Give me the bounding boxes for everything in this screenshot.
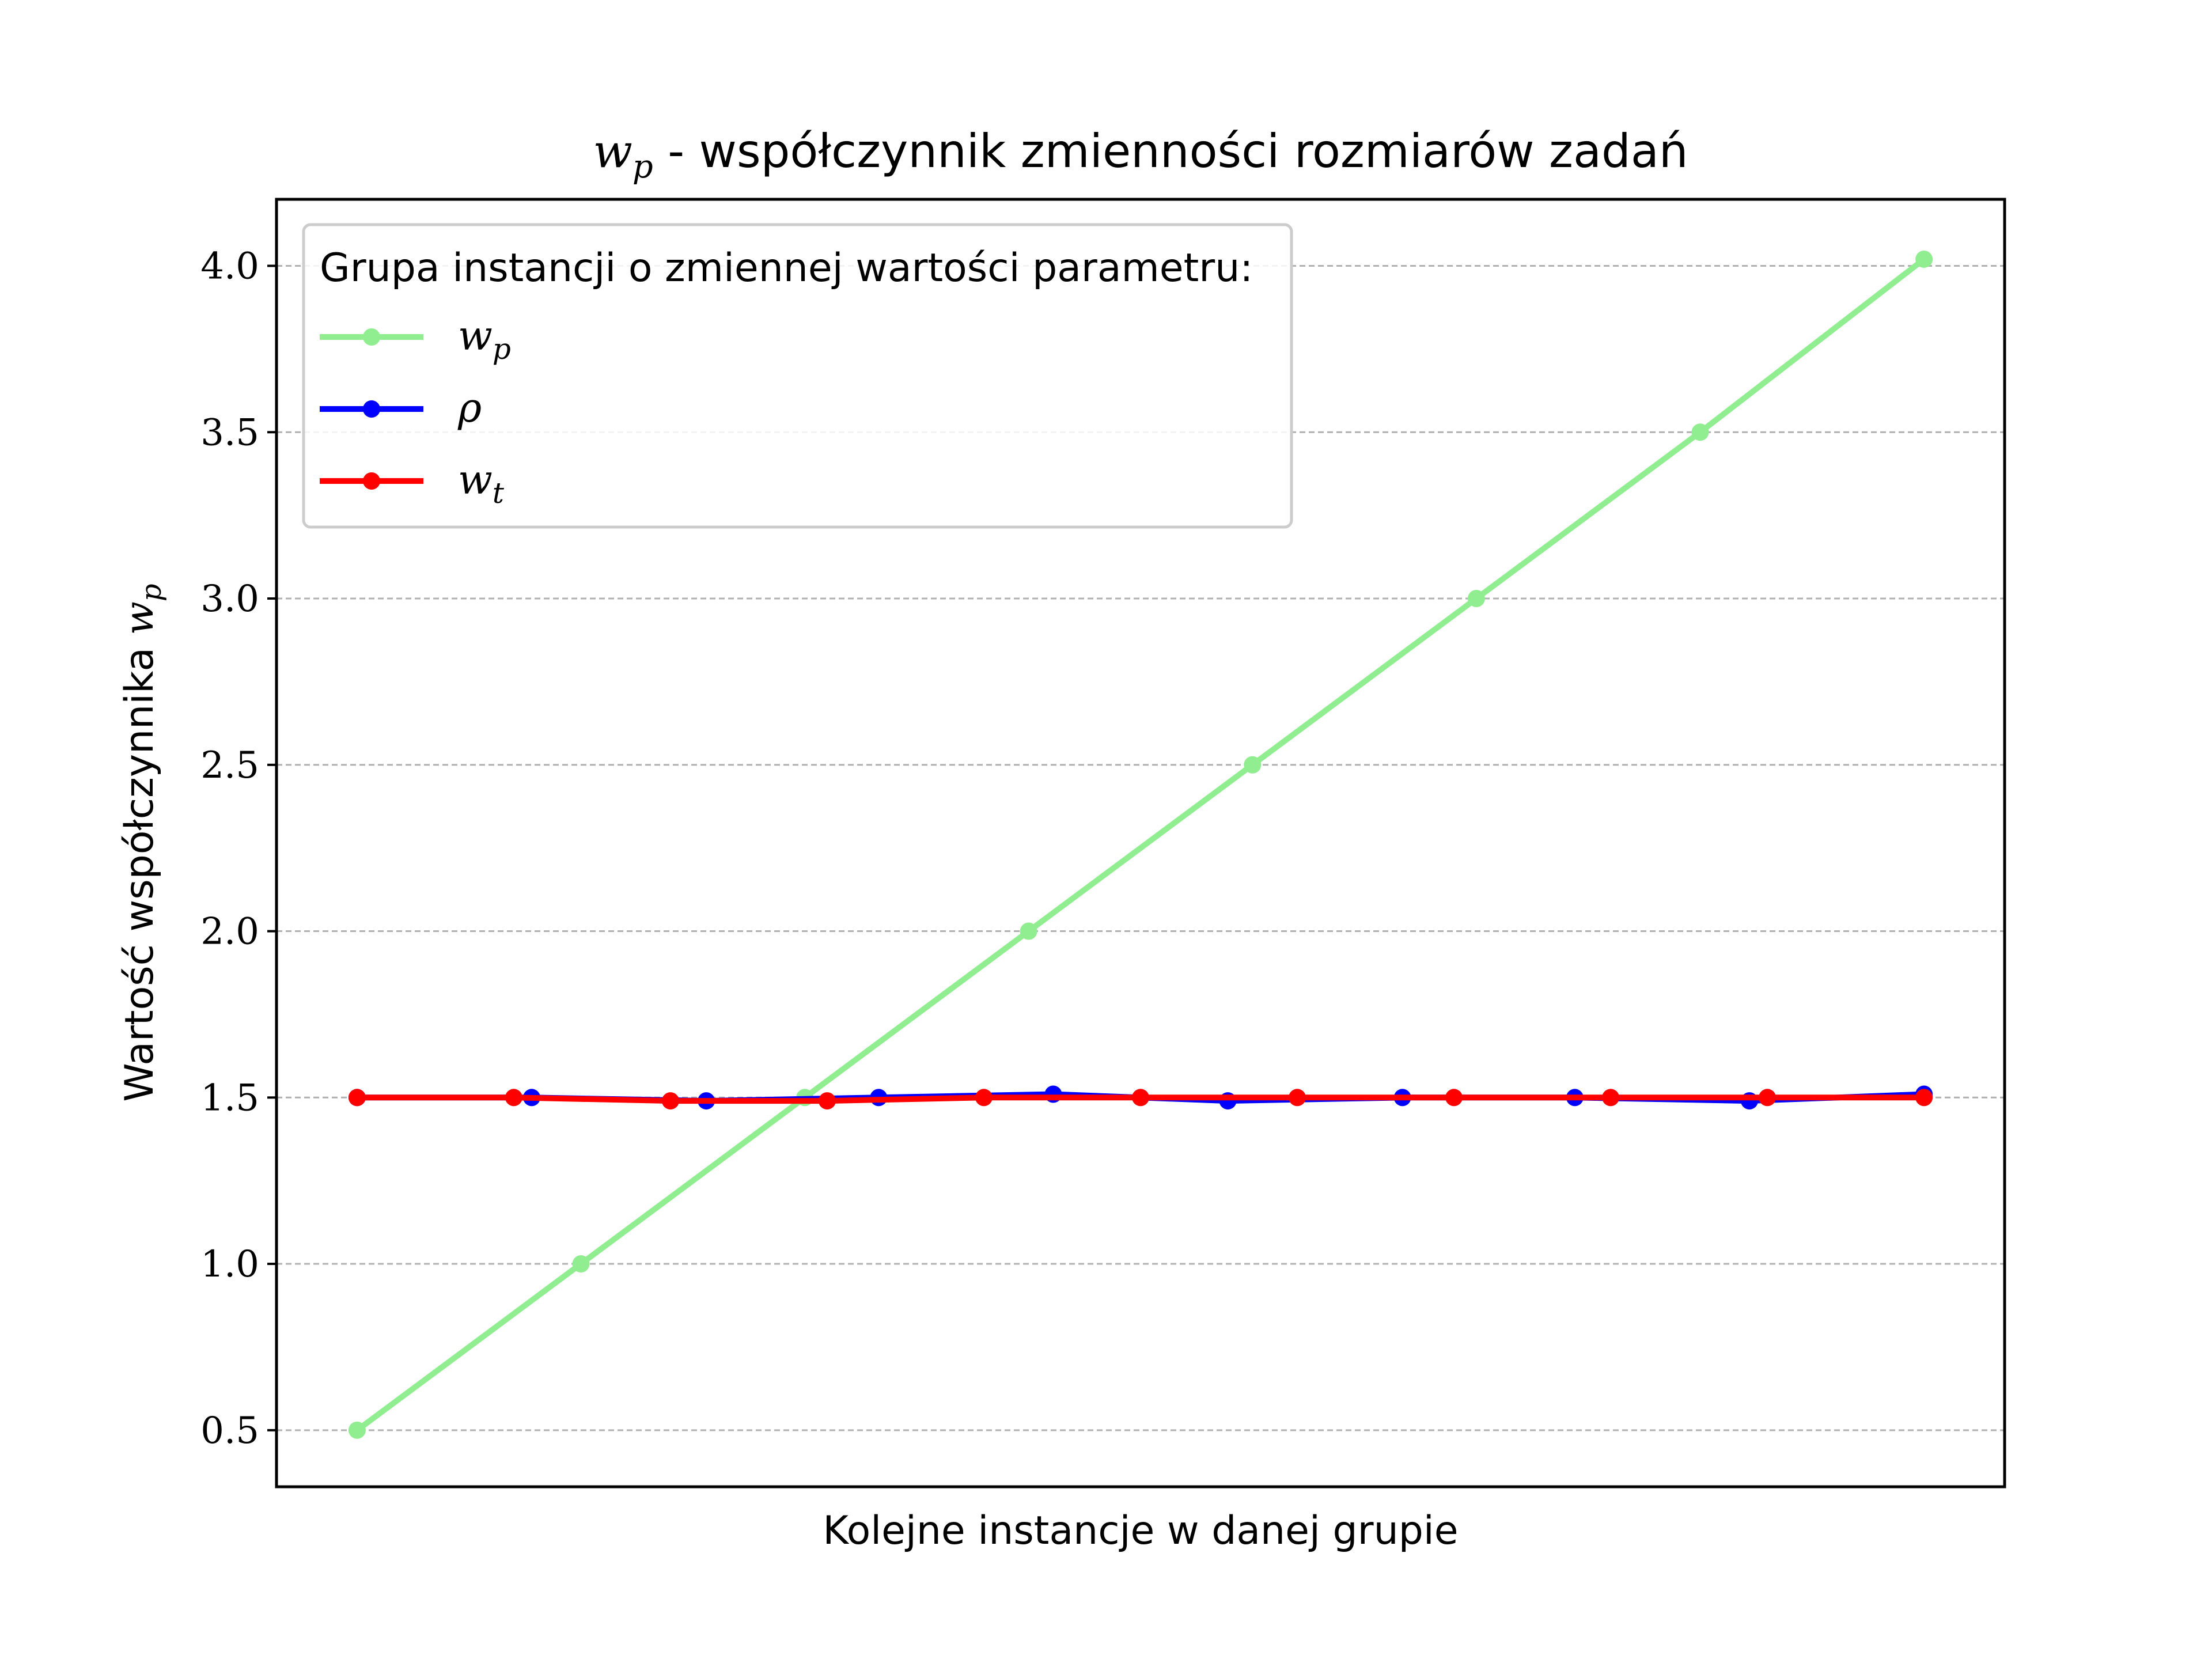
series-2 <box>348 1089 1933 1110</box>
data-point-2-2 <box>661 1092 679 1110</box>
legend-entry-2: wt <box>320 456 505 510</box>
data-point-2-6 <box>1289 1089 1306 1107</box>
data-point-2-10 <box>1915 1089 1933 1107</box>
legend-swatch-marker-1 <box>363 400 380 418</box>
data-point-0-0 <box>348 1421 366 1439</box>
legend-label-0: wp <box>458 312 511 366</box>
data-point-0-4 <box>1244 756 1262 774</box>
title-math-sub: p <box>632 148 653 185</box>
legend: Grupa instancji o zmiennej wartości para… <box>302 223 1293 529</box>
y-axis-label-text: Wartość współczynnika <box>117 635 162 1101</box>
legend-label-sub-2: t <box>493 476 505 510</box>
y-tick-label-2: 1.5 <box>200 1077 259 1119</box>
series-line-0 <box>355 256 1926 1433</box>
data-point-2-4 <box>975 1089 993 1107</box>
data-point-2-1 <box>505 1089 522 1107</box>
data-point-0-7 <box>1915 250 1933 268</box>
data-point-2-7 <box>1445 1089 1463 1107</box>
legend-label-1: ρ <box>457 384 482 431</box>
legend-label-2: wt <box>458 456 505 510</box>
plot-frame <box>275 198 2006 1488</box>
data-point-0-5 <box>1467 590 1485 608</box>
y-axis-ticks: 0.5 1.0 1.5 2.0 2.5 3.0 3.5 4.0 <box>200 245 276 1452</box>
y-tick-label-3: 2.0 <box>200 911 259 953</box>
y-tick-label-0: 0.5 <box>200 1410 259 1452</box>
data-point-2-5 <box>1132 1089 1149 1107</box>
data-point-2-9 <box>1759 1089 1777 1107</box>
data-point-0-3 <box>1020 922 1037 940</box>
y-axis-label: Wartość współczynnika wp <box>117 584 168 1101</box>
y-axis-label-math-w: w <box>117 601 162 635</box>
legend-entry-0: wp <box>320 312 511 366</box>
legend-label-sub-0: p <box>493 332 511 366</box>
data-point-2-3 <box>818 1092 836 1110</box>
data-point-0-6 <box>1691 423 1709 441</box>
y-tick-label-6: 3.5 <box>200 411 259 454</box>
legend-label-base-2: w <box>458 456 493 503</box>
title-math-w: w <box>593 124 632 178</box>
y-tick-label-7: 4.0 <box>200 245 259 288</box>
data-point-2-8 <box>1602 1089 1620 1107</box>
legend-label-base-1: ρ <box>457 384 482 431</box>
legend-label-base-0: w <box>458 312 493 359</box>
data-point-0-1 <box>572 1255 590 1273</box>
y-tick-label-1: 1.0 <box>200 1243 259 1286</box>
x-axis-label: Kolejne instancje w danej grupie <box>823 1508 1458 1554</box>
series-layer <box>348 250 1933 1439</box>
legend-swatch-marker-2 <box>363 472 380 490</box>
legend-title: Grupa instancji o zmiennej wartości para… <box>320 245 1253 291</box>
y-tick-label-4: 2.5 <box>200 744 259 787</box>
data-point-2-0 <box>348 1089 366 1107</box>
legend-entry-1: ρ <box>320 384 482 431</box>
y-tick-label-5: 3.0 <box>200 578 259 620</box>
legend-swatch-marker-0 <box>363 328 380 346</box>
y-axis-label-math-sub: p <box>135 584 168 601</box>
legend-box <box>302 223 1293 529</box>
title-text: - współczynnik zmienności rozmiarów zada… <box>653 124 1688 178</box>
chart-title: wp - współczynnik zmienności rozmiarów z… <box>593 124 1688 185</box>
